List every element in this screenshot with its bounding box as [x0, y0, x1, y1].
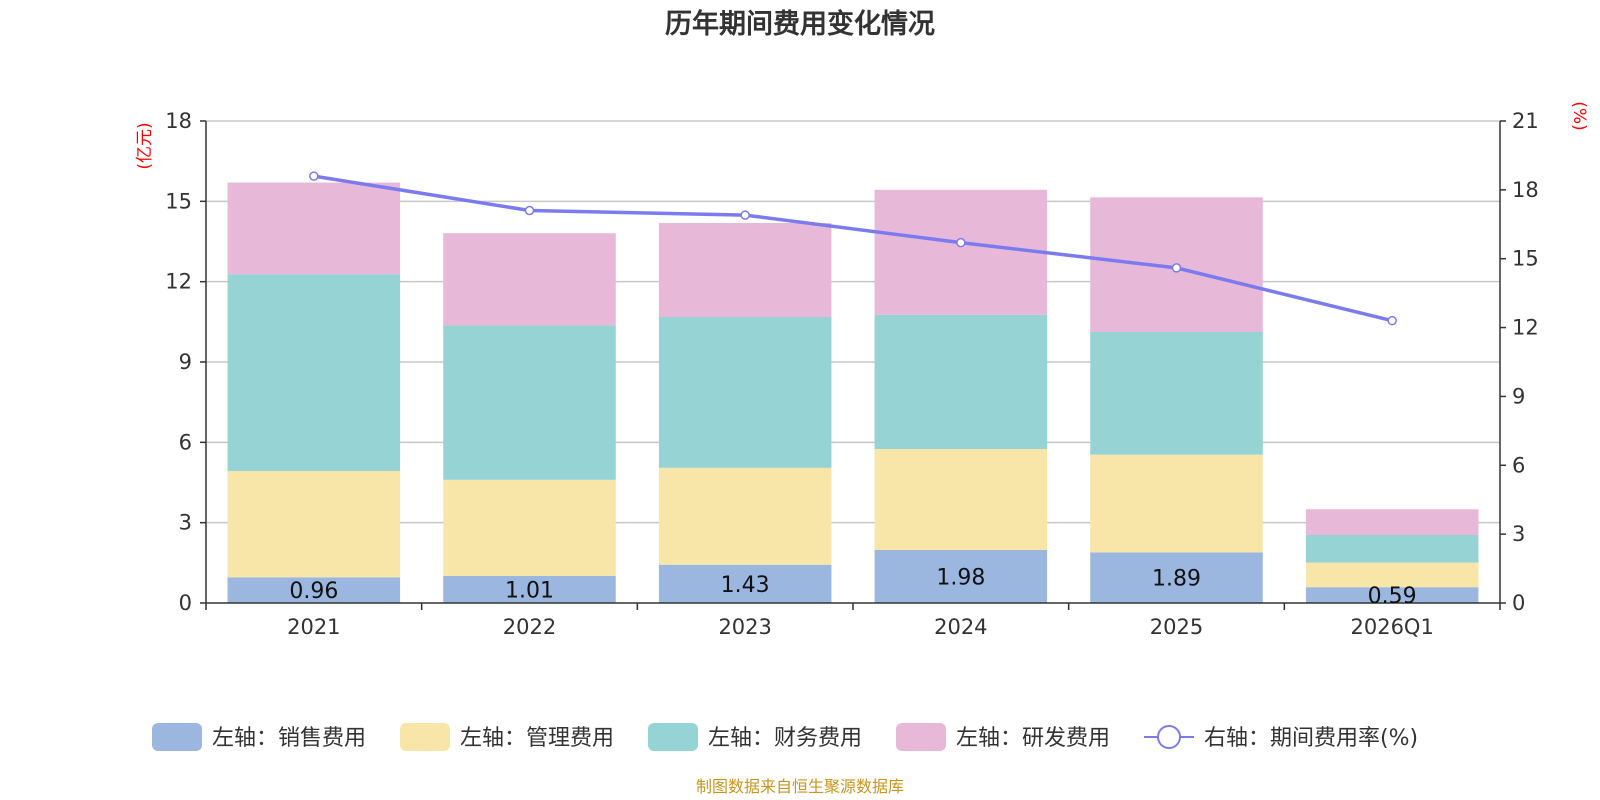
- data-labels: 0.96 1.01 1.43 1.98 1.89 0.59: [289, 565, 1416, 609]
- bar-segment: [1305, 587, 1479, 603]
- bar-segment: [443, 325, 616, 480]
- bar-segment: [658, 223, 832, 318]
- right-axis-tick-label: 0: [1512, 591, 1525, 615]
- right-axis-unit: (%): [1569, 101, 1589, 130]
- bar-segment: [443, 233, 616, 326]
- bar-segment: [658, 467, 832, 565]
- bar-segment: [658, 564, 832, 603]
- bar-segment: [227, 274, 401, 471]
- x-axis-tick-label: 2023: [718, 615, 771, 639]
- bar-segment: [227, 577, 401, 603]
- legend[interactable]: 左轴：销售费用 左轴：管理费用 左轴：财务费用 左轴：研发费用 右轴：期间费用率(%): [152, 723, 1418, 751]
- x-axis-tick-label: 2025: [1150, 615, 1203, 639]
- legend-label: 左轴：管理费用: [460, 726, 614, 751]
- legend-item[interactable]: 左轴：研发费用: [896, 723, 1110, 751]
- x-axis-tick-label: 2022: [503, 615, 556, 639]
- line-point: [524, 205, 535, 216]
- line-point: [1171, 263, 1182, 273]
- right-axis-tick-label: 3: [1512, 522, 1525, 546]
- bar-segment: [1305, 562, 1479, 588]
- bar-segment: [1305, 509, 1479, 535]
- left-axis-tick-label: 0: [179, 591, 192, 615]
- line-point: [309, 171, 319, 181]
- data-label: 0.59: [1368, 584, 1417, 609]
- stacked-bars: [227, 182, 1479, 603]
- bar-segment: [1090, 332, 1263, 455]
- bar-segment: [1090, 454, 1263, 553]
- line-point: [956, 237, 966, 248]
- legend-label: 左轴：销售费用: [212, 726, 366, 751]
- bar-segment: [1090, 552, 1263, 603]
- left-axis-tick-label: 6: [179, 430, 192, 454]
- right-axis-tick-label: 6: [1512, 453, 1525, 477]
- expense-rate-polyline: [313, 174, 1393, 323]
- legend-item[interactable]: 左轴：销售费用: [152, 723, 366, 751]
- legend-item[interactable]: 右轴：期间费用率(%): [1144, 725, 1418, 751]
- right-axis-tick-label: 15: [1512, 247, 1539, 271]
- bar-segment: [443, 479, 616, 576]
- x-axis-tick-label: 2021: [287, 615, 340, 639]
- expense-rate-line: [309, 171, 1397, 326]
- x-axis-tick-label: 2024: [934, 615, 987, 639]
- grid-lines: [206, 120, 1500, 524]
- source-note: 制图数据来自恒生聚源数据库: [696, 777, 904, 796]
- x-axis-tick-label: 2026Q1: [1350, 615, 1433, 639]
- bar-segment: [874, 449, 1048, 550]
- data-label: 0.96: [289, 579, 338, 604]
- chart-title: 历年期间费用变化情况: [665, 8, 935, 40]
- left-axis-tick-label: 18: [165, 109, 192, 133]
- axes: 0 3 6 9 12 15 18 0 3 6 9 12 15 18 21 2021 2022 2023 2024 20…: [165, 109, 1538, 639]
- legend-color-swatch: [648, 723, 698, 751]
- right-axis-tick-label: 9: [1512, 384, 1525, 408]
- left-axis-tick-label: 12: [165, 270, 192, 294]
- bar-segment: [874, 314, 1048, 450]
- legend-color-swatch: [152, 723, 202, 751]
- legend-color-swatch: [400, 723, 450, 751]
- legend-item[interactable]: 左轴：财务费用: [648, 723, 862, 751]
- bar-segment: [874, 189, 1048, 315]
- legend-label: 左轴：研发费用: [956, 726, 1110, 751]
- data-label: 1.43: [721, 573, 770, 598]
- data-label: 1.01: [505, 578, 554, 603]
- right-axis-tick-label: 18: [1512, 178, 1539, 202]
- bar-segment: [658, 317, 832, 468]
- bar-segment: [1305, 534, 1479, 563]
- legend-label: 左轴：财务费用: [708, 726, 862, 751]
- data-label: 1.98: [936, 565, 985, 590]
- bar-segment: [874, 549, 1048, 603]
- bar-segment: [227, 182, 401, 275]
- left-axis-tick-label: 9: [179, 350, 192, 374]
- legend-label: 右轴：期间费用率(%): [1204, 726, 1418, 751]
- legend-color-swatch: [896, 723, 946, 751]
- left-axis-unit: (亿元): [135, 122, 155, 169]
- legend-marker-swatch: [1157, 725, 1181, 749]
- bar-segment: [443, 575, 616, 603]
- line-point: [740, 210, 750, 220]
- data-label: 1.89: [1152, 567, 1201, 592]
- legend-item[interactable]: 左轴：管理费用: [400, 723, 614, 751]
- line-point: [1387, 315, 1397, 326]
- left-axis-tick-label: 15: [165, 189, 192, 213]
- right-axis-tick-label: 21: [1512, 109, 1539, 133]
- left-axis-tick-label: 3: [179, 511, 192, 535]
- bar-segment: [227, 470, 401, 578]
- right-axis-tick-label: 12: [1512, 316, 1539, 340]
